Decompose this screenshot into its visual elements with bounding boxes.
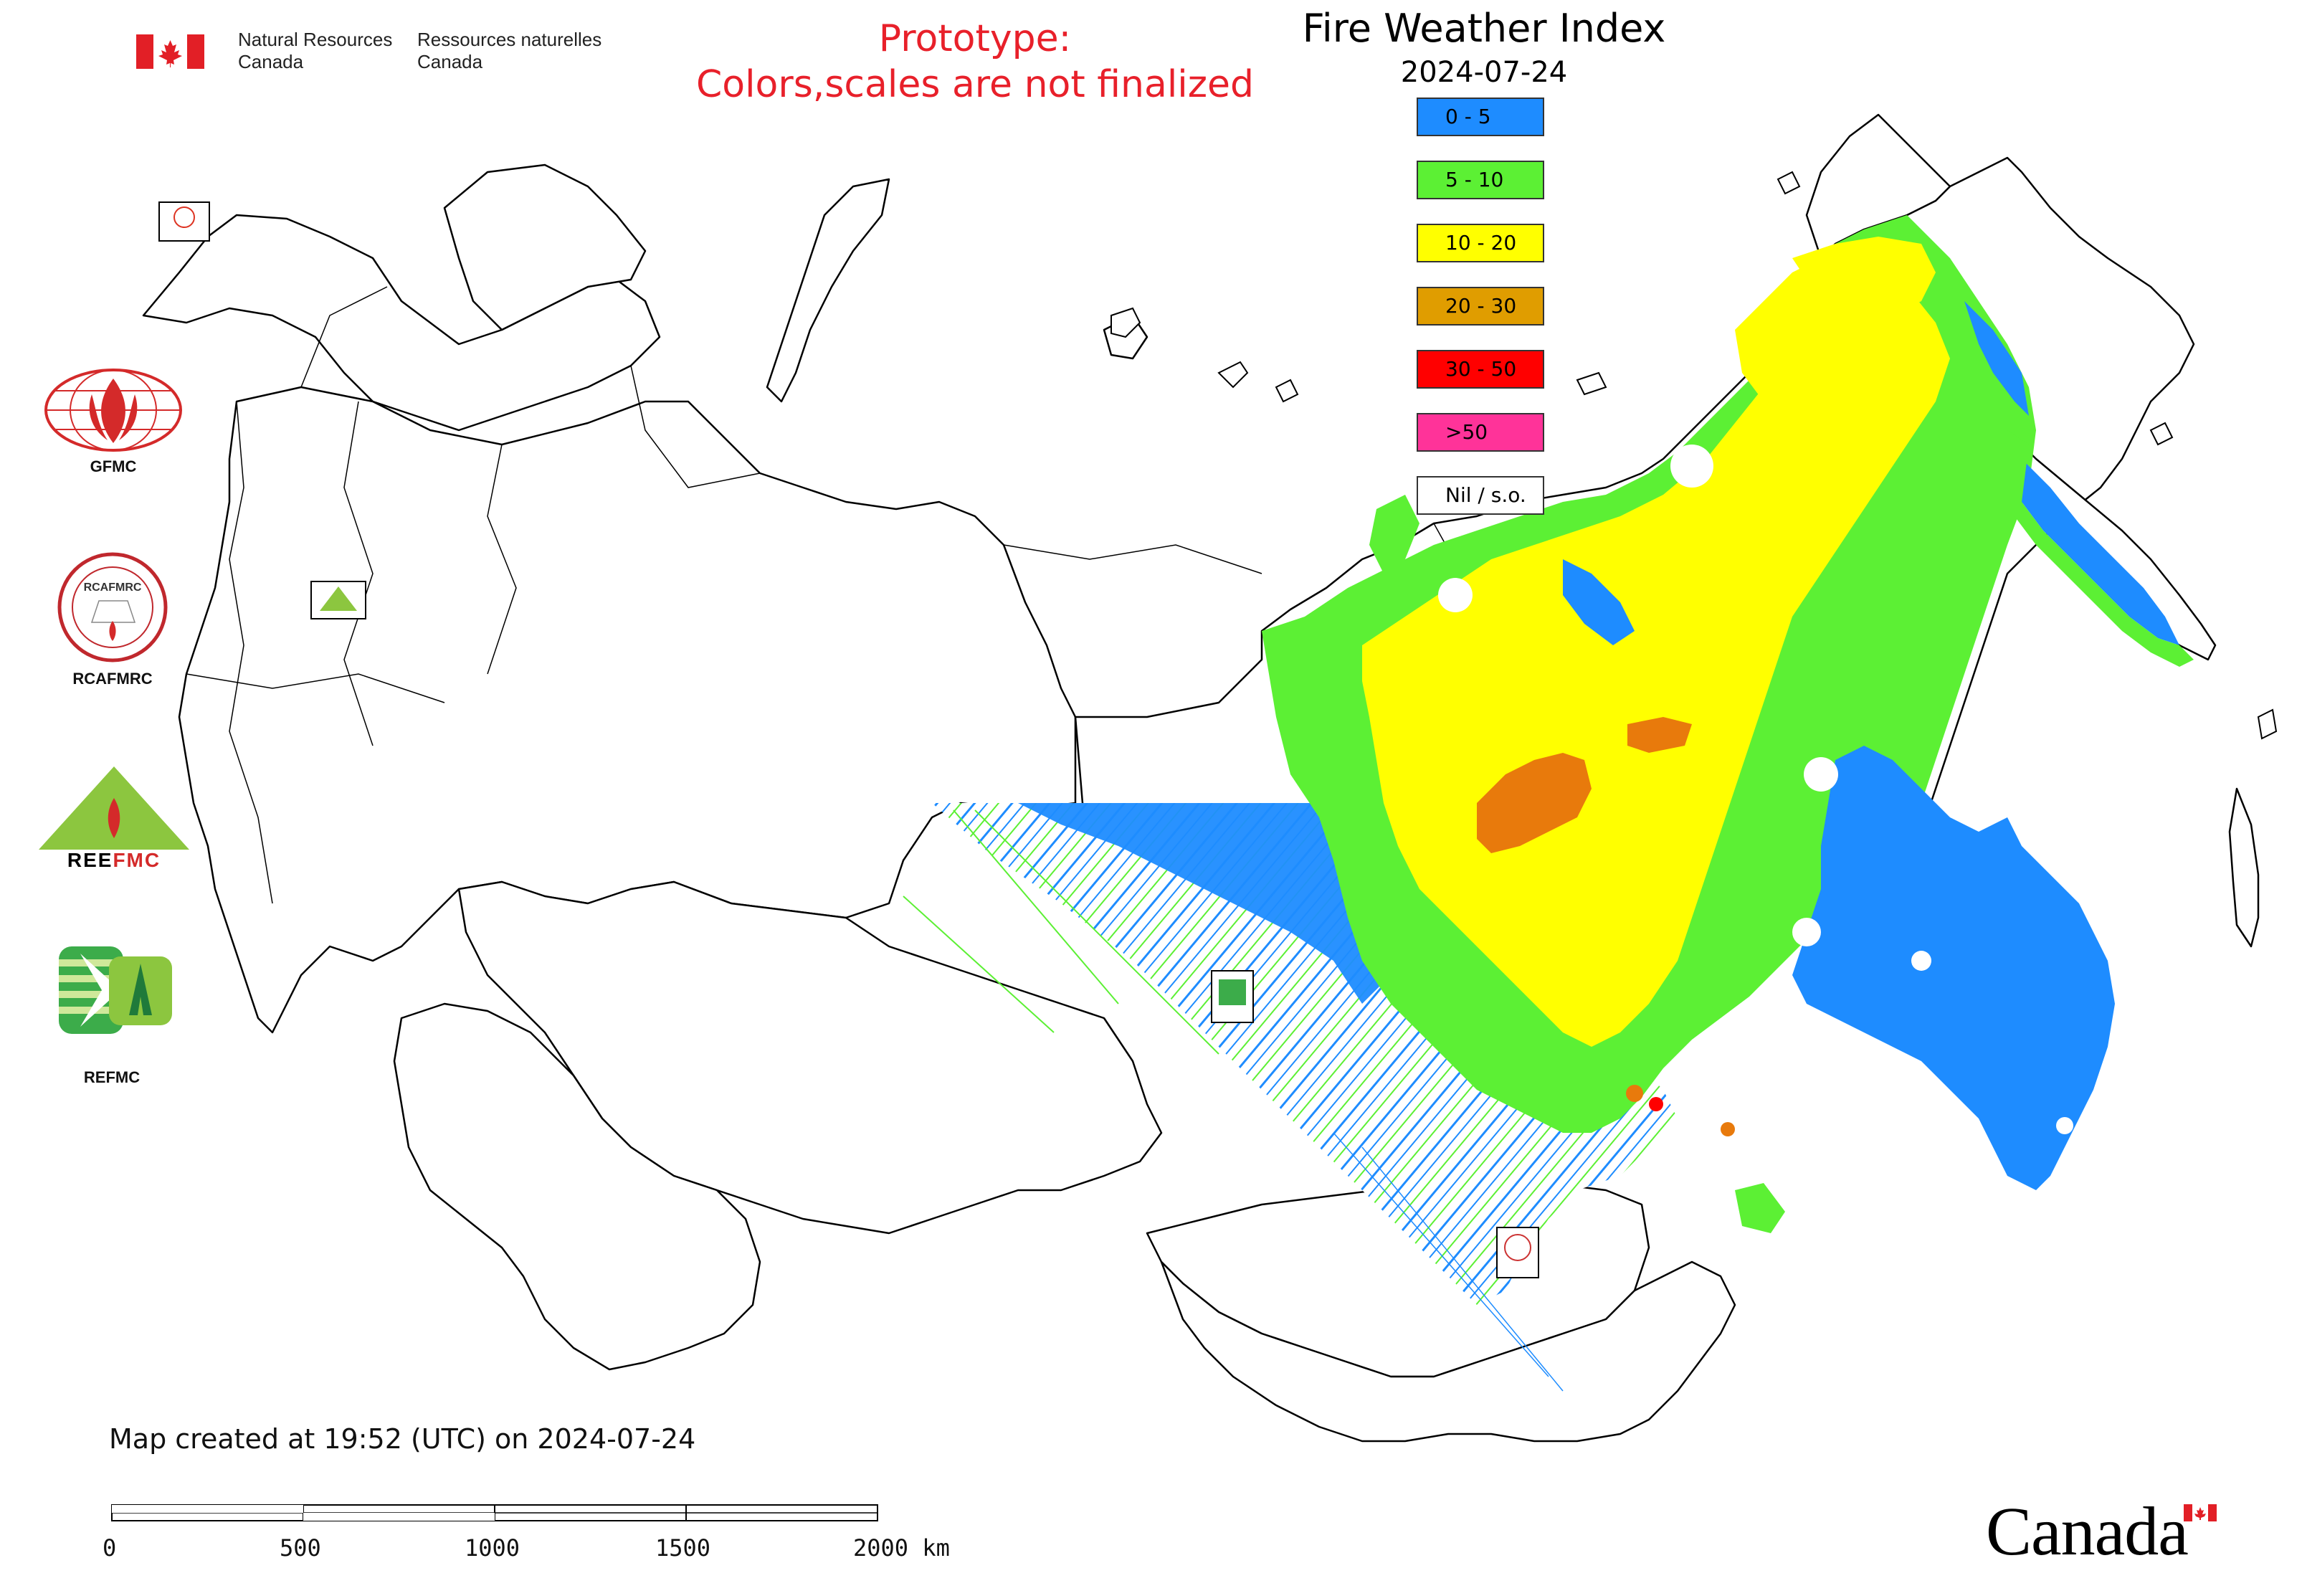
svg-text:REEFMC: REEFMC xyxy=(67,849,161,871)
map-stamps xyxy=(158,201,1539,1278)
gfmc-label: GFMC xyxy=(90,457,137,475)
legend-item: 20 - 30 xyxy=(1417,287,1544,326)
refmc-label: REFMC xyxy=(83,1068,141,1086)
raster-green-chukotka xyxy=(1735,1183,1785,1233)
scale-label-1000: 1000 xyxy=(465,1534,520,1562)
raster-yellow-main xyxy=(1362,272,1950,1047)
raster-blue-east xyxy=(1792,746,2115,1190)
canada-flag-icon xyxy=(136,34,204,69)
raster-green-northwest-peninsula xyxy=(1369,495,1419,574)
map-title: Fire Weather Index xyxy=(1302,6,1666,51)
country-outline-china xyxy=(1160,1260,1736,1443)
canada-wordmark: Canada xyxy=(1986,1493,2189,1569)
raster-blue-band xyxy=(1018,803,1405,1004)
stamp-rcafmrc xyxy=(1496,1227,1539,1278)
legend-item: >50 xyxy=(1417,413,1544,452)
prototype-line2: Colors,scales are not finalized xyxy=(695,63,1255,106)
island-novaya-zemlya xyxy=(766,178,890,403)
legend-item: 0 - 5 xyxy=(1417,98,1544,136)
raster-red-spot xyxy=(1649,1097,1663,1111)
prototype-notice: Prototype: Colors,scales are not finaliz… xyxy=(645,16,1305,108)
nrc-name-en: Natural Resources Canada xyxy=(238,29,392,73)
map-created-timestamp: Map created at 19:52 (UTC) on 2024-07-24 xyxy=(109,1423,696,1455)
raster-striped-area xyxy=(932,803,1678,1305)
raster-orange-spot xyxy=(1626,1085,1643,1102)
country-outline-kola xyxy=(443,163,647,331)
raster-nodata-5 xyxy=(1911,951,1931,971)
legend-item: Nil / s.o. xyxy=(1417,476,1544,515)
canada-wordmark-flag-icon xyxy=(2184,1504,2217,1521)
nrc-fr-line2: Canada xyxy=(417,51,483,72)
raster-nodata-1 xyxy=(1670,445,1713,488)
raster-yellow-kolyma xyxy=(1792,237,1936,315)
raster-orange-main xyxy=(1477,753,1592,853)
reefmc-logo-icon: REEFMC xyxy=(37,766,191,871)
raster-yellow-northeast xyxy=(1735,258,1864,416)
raster-nodata-6 xyxy=(2056,1117,2073,1134)
nrc-fr-line1: Ressources naturelles xyxy=(417,29,602,50)
nrc-en-line1: Natural Resources xyxy=(238,29,393,50)
raster-blue-central-strip xyxy=(1563,559,1635,645)
raster-blue-kamchatka xyxy=(2022,459,2179,645)
raster-orange-north xyxy=(1627,717,1692,753)
nrc-name-fr: Ressources naturelles Canada xyxy=(417,29,601,73)
svg-text:RCAFMRC: RCAFMRC xyxy=(84,581,142,594)
legend-item: 30 - 50 xyxy=(1417,350,1544,389)
rcafmrc-logo-icon: RCAFMRC xyxy=(57,552,168,662)
scale-label-0: 0 xyxy=(103,1534,117,1562)
raster-nodata-2 xyxy=(1438,578,1473,612)
fwi-raster xyxy=(903,215,2194,1392)
legend-item: 5 - 10 xyxy=(1417,161,1544,199)
raster-nodata-4 xyxy=(1792,918,1821,946)
nrc-en-line2: Canada xyxy=(238,51,304,72)
map-date: 2024-07-24 xyxy=(1400,56,1568,89)
rcafmrc-label: RCAFMRC xyxy=(72,670,153,688)
refmc-logo-icon xyxy=(59,946,172,1034)
country-outline-central-asia-south xyxy=(393,1002,761,1371)
scale-label-500: 500 xyxy=(280,1534,321,1562)
raster-green-kamchatka xyxy=(2000,430,2194,667)
island-sakhalin xyxy=(2228,787,2260,948)
raster-nodata-3 xyxy=(1804,757,1838,792)
raster-orange-spot-2 xyxy=(1721,1122,1735,1136)
legend-item: 10 - 20 xyxy=(1417,224,1544,262)
scale-label-2000: 2000 km xyxy=(853,1534,950,1562)
legend: 0 - 5 5 - 10 10 - 20 20 - 30 30 - 50 >50 Nil /… xyxy=(1417,98,1544,539)
scale-label-1500: 1500 xyxy=(655,1534,711,1562)
arctic-islands xyxy=(1110,171,2278,740)
raster-blue-northeast-strip xyxy=(1964,301,2029,416)
stamp-gfmc xyxy=(158,201,210,242)
scale-bar xyxy=(111,1504,878,1521)
prototype-line1: Prototype: xyxy=(878,17,1072,60)
country-outline-northwest xyxy=(142,214,661,432)
gfmc-logo-icon xyxy=(44,369,182,452)
